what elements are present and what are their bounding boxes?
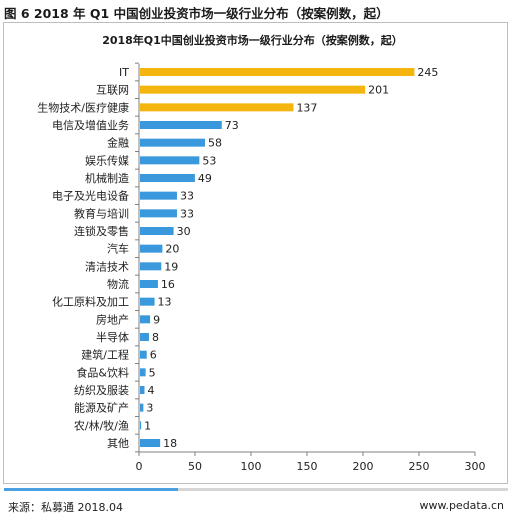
chart-title: 2018年Q1中国创业投资市场一级行业分布（按案例数，起） xyxy=(102,34,403,47)
category-label: 化工原料及加工 xyxy=(52,295,129,309)
chart-axes: 0 50 100 150 200 250 300 xyxy=(135,62,486,473)
bar xyxy=(140,386,145,394)
bar xyxy=(140,191,177,200)
data-label: 53 xyxy=(202,154,216,167)
bar xyxy=(140,297,155,306)
bar xyxy=(140,138,205,147)
bar xyxy=(140,156,200,165)
chart-frame xyxy=(3,22,508,484)
x-tick-label: 50 xyxy=(188,460,202,473)
bar xyxy=(140,68,415,76)
data-label: 1 xyxy=(144,419,151,432)
figure-title: 图 6 2018 年 Q1 中国创业投资市场一级行业分布（按案例数，起） xyxy=(4,6,389,21)
chart-bars xyxy=(140,68,415,447)
data-label: 137 xyxy=(296,101,317,114)
data-label: 33 xyxy=(180,207,194,220)
data-label: 20 xyxy=(165,243,179,256)
data-label: 73 xyxy=(225,119,239,132)
category-label: 能源及矿产 xyxy=(74,401,129,415)
footer-divider xyxy=(178,488,508,491)
footer-url: www.pedata.cn xyxy=(419,499,504,512)
footer-accent-bar xyxy=(4,488,178,491)
category-label: 食品&饮料 xyxy=(76,365,129,379)
category-label: 纺织及服装 xyxy=(74,383,129,397)
x-tick-label: 100 xyxy=(241,460,262,473)
category-label: 其他 xyxy=(107,437,129,450)
bar xyxy=(140,85,366,94)
bar xyxy=(140,244,163,253)
category-label: 汽车 xyxy=(107,242,129,256)
category-label: 电子及光电设备 xyxy=(52,189,129,203)
data-label: 58 xyxy=(208,137,222,150)
data-label: 201 xyxy=(368,84,389,97)
x-tick-label: 300 xyxy=(465,460,486,473)
category-label: 房地产 xyxy=(96,312,129,326)
bar xyxy=(140,262,162,271)
data-label: 3 xyxy=(146,402,153,415)
bar xyxy=(140,174,195,182)
data-label: 13 xyxy=(158,296,172,309)
bar xyxy=(140,280,158,288)
data-label: 30 xyxy=(177,225,191,238)
x-tick-label: 200 xyxy=(353,460,374,473)
data-label: 4 xyxy=(147,384,154,397)
category-label: 教育与培训 xyxy=(74,206,129,220)
data-label: 18 xyxy=(163,437,177,450)
bar xyxy=(140,350,147,359)
bar xyxy=(140,227,174,235)
x-tick-label: 250 xyxy=(409,460,430,473)
category-label: 生物技术/医疗健康 xyxy=(37,100,129,114)
bar xyxy=(140,121,222,129)
category-label: 娱乐传媒 xyxy=(85,153,129,167)
category-label: IT xyxy=(119,66,129,79)
category-label: 机械制造 xyxy=(85,171,129,185)
data-label: 49 xyxy=(198,172,212,185)
x-tick-label: 150 xyxy=(297,460,318,473)
data-label: 8 xyxy=(152,331,159,344)
category-label: 半导体 xyxy=(96,330,129,344)
category-label: 清洁技术 xyxy=(85,260,129,273)
bar xyxy=(140,421,142,430)
bar xyxy=(140,439,161,447)
data-label: 5 xyxy=(149,366,156,379)
data-label: 19 xyxy=(164,260,178,273)
x-tick-label: 0 xyxy=(136,460,143,473)
data-label: 16 xyxy=(161,278,175,291)
bar xyxy=(140,103,294,112)
data-label: 6 xyxy=(150,349,157,362)
footer-source: 来源：私募通 2018.04 xyxy=(8,501,123,514)
category-label: 互联网 xyxy=(96,84,129,97)
category-label: 物流 xyxy=(107,277,129,291)
data-label: 33 xyxy=(180,190,194,203)
bar xyxy=(140,368,146,377)
bar xyxy=(140,333,149,341)
category-label: 农/林/牧/渔 xyxy=(74,418,129,432)
category-label: 连锁及零售 xyxy=(74,224,129,238)
bar xyxy=(140,403,144,412)
data-label: 9 xyxy=(153,313,160,326)
category-label: 建筑/工程 xyxy=(81,348,129,362)
bar xyxy=(140,209,177,218)
bar xyxy=(140,315,151,324)
category-label: 电信及增值业务 xyxy=(52,118,129,132)
data-label: 245 xyxy=(417,66,438,79)
category-label: 金融 xyxy=(107,136,129,150)
